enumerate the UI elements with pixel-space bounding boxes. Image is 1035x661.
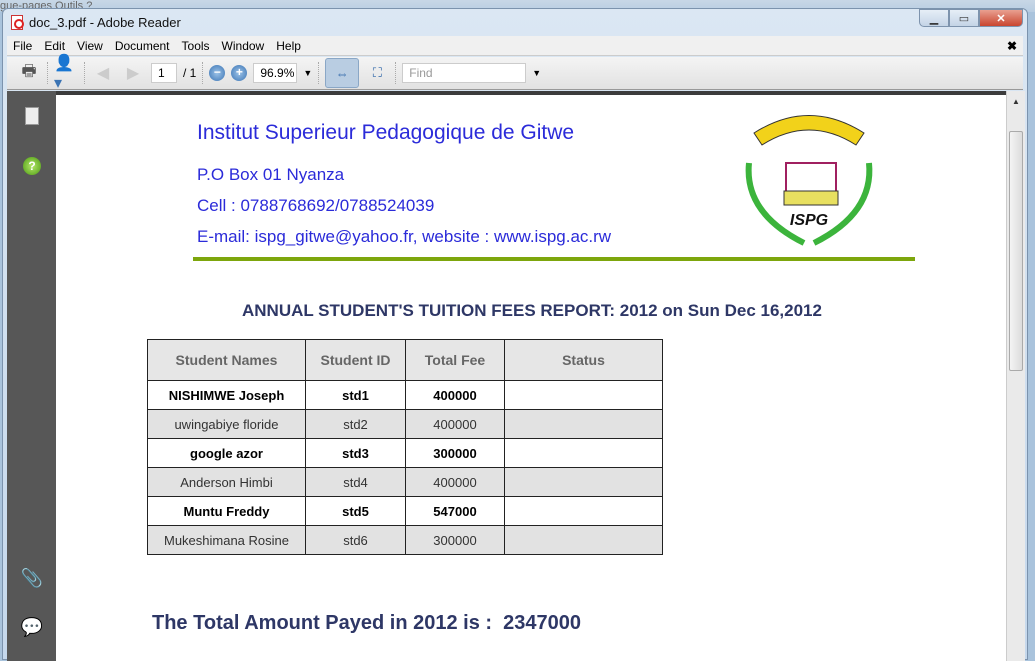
zoom-out-icon[interactable]: − — [209, 65, 226, 81]
header-divider — [193, 257, 915, 261]
column-header: Total Fee — [405, 339, 505, 381]
page-number-input[interactable]: 1 — [151, 63, 177, 83]
table-header-row: Student Names Student ID Total Fee Statu… — [147, 339, 663, 381]
svg-text:ISPG: ISPG — [790, 212, 828, 229]
vertical-scrollbar[interactable]: ▲ — [1006, 91, 1025, 661]
fees-table: Student Names Student ID Total Fee Statu… — [147, 339, 663, 555]
window-title: doc_3.pdf - Adobe Reader — [29, 15, 181, 30]
cell: uwingabiye floride — [147, 409, 306, 439]
cell: std1 — [305, 380, 406, 410]
cell: std4 — [305, 467, 406, 497]
page-total: / 1 — [183, 66, 197, 80]
menu-bar: File Edit View Document Tools Window Hel… — [7, 36, 1023, 56]
table-row: Anderson Himbi std4 400000 — [147, 467, 663, 497]
column-header: Student Names — [147, 339, 306, 381]
separator — [395, 62, 397, 84]
ispg-logo: ISPG — [745, 115, 873, 246]
zoom-dropdown-icon[interactable]: ▼ — [303, 68, 313, 78]
zoom-level-field[interactable]: 96.9% — [253, 63, 298, 83]
cell: Mukeshimana Rosine — [147, 525, 306, 555]
pdf-icon — [11, 15, 24, 30]
menu-document[interactable]: Document — [114, 38, 170, 53]
menu-view[interactable]: View — [77, 38, 103, 53]
cell: 400000 — [405, 409, 505, 439]
cell: google azor — [147, 438, 306, 468]
column-header: Status — [504, 339, 663, 381]
cell: 400000 — [405, 380, 505, 410]
cell: std6 — [305, 525, 406, 555]
menu-tools[interactable]: Tools — [181, 38, 210, 53]
cell: std5 — [305, 496, 406, 526]
cell: std3 — [305, 438, 406, 468]
cell — [504, 438, 663, 468]
table-row: Muntu Freddy std5 547000 — [147, 496, 663, 526]
cell: 300000 — [405, 438, 505, 468]
next-page-icon[interactable]: ▶ — [126, 65, 140, 82]
menu-file[interactable]: File — [13, 38, 33, 53]
address: P.O Box 01 Nyanza — [197, 165, 345, 184]
report-title: ANNUAL STUDENT'S TUITION FEES REPORT: 20… — [242, 301, 822, 320]
close-button[interactable]: ✕ — [979, 9, 1023, 27]
menu-edit[interactable]: Edit — [44, 38, 66, 53]
cell: Anderson Himbi — [147, 467, 306, 497]
toolbar: 🖶 👤▾ ◀ ▶ 1 / 1 − + 96.9% ▼ ⇔ ⛶ Find ▼ — [7, 55, 1023, 92]
cell: 300000 — [405, 525, 505, 555]
pages-icon[interactable] — [21, 105, 43, 127]
total-amount: The Total Amount Payed in 2012 is : 2347… — [152, 612, 582, 634]
zoom-in-icon[interactable]: + — [231, 65, 248, 81]
cell — [504, 409, 663, 439]
maximize-button[interactable]: ▭ — [949, 9, 979, 27]
attachments-icon[interactable]: 📎 — [20, 567, 44, 588]
find-input[interactable]: Find — [402, 63, 527, 83]
menu-window[interactable]: Window — [221, 38, 265, 53]
cell — [504, 380, 663, 410]
cell — [504, 496, 663, 526]
cell: 400000 — [405, 467, 505, 497]
cell — [504, 525, 663, 555]
collaborate-icon[interactable]: 👤▾ — [54, 55, 74, 92]
table-row: google azor std3 300000 — [147, 438, 663, 468]
pdf-page: Institut Superieur Pedagogique de Gitwe … — [56, 91, 1006, 661]
cell: Muntu Freddy — [147, 496, 306, 526]
column-header: Student ID — [305, 339, 406, 381]
cell: 547000 — [405, 496, 505, 526]
print-icon[interactable]: 🖶 — [21, 62, 37, 80]
separator — [84, 62, 85, 84]
fit-width-icon[interactable]: ⇔ — [325, 58, 360, 88]
cell: std2 — [305, 409, 406, 439]
cell: NISHIMWE Joseph — [147, 380, 306, 410]
separator — [47, 62, 48, 84]
navigation-pane: ? 📎 💬 — [7, 91, 56, 661]
separator — [318, 62, 320, 84]
cell — [504, 467, 663, 497]
table-row: NISHIMWE Joseph std1 400000 — [147, 380, 663, 410]
scrollbar-thumb[interactable] — [1009, 131, 1023, 371]
find-dropdown-icon[interactable]: ▼ — [532, 68, 542, 78]
institution-name: Institut Superieur Pedagogique de Gitwe — [197, 121, 575, 144]
previous-page-icon[interactable]: ◀ — [96, 65, 110, 82]
fit-page-icon[interactable]: ⛶ — [372, 65, 382, 80]
minimize-button[interactable]: ▁ — [919, 9, 949, 27]
contact: E-mail: ispg_gitwe@yahoo.fr, website : w… — [197, 227, 612, 246]
comments-icon[interactable]: 💬 — [20, 616, 44, 637]
separator — [202, 62, 204, 84]
table-row: uwingabiye floride std2 400000 — [147, 409, 663, 439]
menu-help[interactable]: Help — [276, 38, 301, 53]
adobe-reader-window: doc_3.pdf - Adobe Reader ▁ ▭ ✕ File Edit… — [2, 8, 1028, 661]
scroll-up-icon[interactable]: ▲ — [1012, 97, 1020, 106]
phone: Cell : 0788768692/0788524039 — [197, 196, 435, 215]
close-document-icon[interactable]: ✖ — [1006, 38, 1017, 53]
help-icon[interactable]: ? — [21, 155, 43, 177]
title-bar: doc_3.pdf - Adobe Reader — [11, 15, 181, 30]
table-row: Mukeshimana Rosine std6 300000 — [147, 525, 663, 555]
